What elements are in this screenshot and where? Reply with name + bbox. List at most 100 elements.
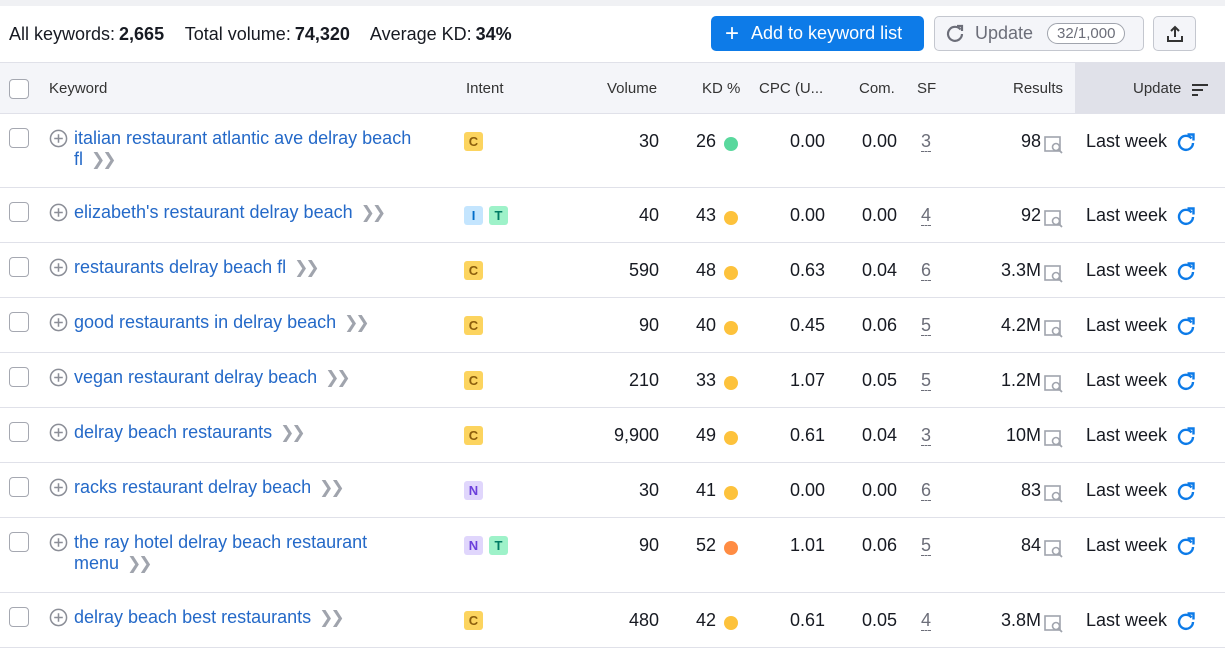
update-button[interactable]: Update 32/1,000 [934,16,1144,51]
add-keyword-icon[interactable] [49,423,68,442]
row-checkbox[interactable] [9,532,29,552]
add-keyword-icon[interactable] [49,203,68,222]
column-cpc[interactable]: CPC (U... [759,80,824,97]
updated-value: Last week [1086,205,1168,225]
competition-value: 0.04 [861,425,897,445]
view-serp-icon[interactable] [1044,320,1064,338]
serp-features-count[interactable]: 5 [921,535,932,556]
serp-features-count[interactable]: 3 [921,425,932,446]
serp-features-count[interactable]: 5 [921,315,932,336]
refresh-icon[interactable] [1176,262,1196,282]
keyword-text[interactable]: italian restaurant atlantic ave delray b… [74,128,412,169]
refresh-icon[interactable] [1176,372,1196,392]
keyword-link[interactable]: delray beach restaurants ❯❯ [74,422,444,443]
chevron-double-right-icon[interactable]: ❯❯ [127,554,152,573]
refresh-icon[interactable] [1176,133,1196,153]
add-to-keyword-list-button[interactable]: + Add to keyword list [711,16,924,51]
refresh-icon[interactable] [1176,317,1196,337]
row-checkbox[interactable] [9,257,29,277]
chevron-double-right-icon[interactable]: ❯❯ [319,608,344,627]
chevron-double-right-icon[interactable]: ❯❯ [294,258,319,277]
row-checkbox[interactable] [9,607,29,627]
refresh-icon[interactable] [1176,537,1196,557]
updated-value: Last week [1086,425,1168,445]
results-value: 98 [1020,131,1041,151]
keyword-text[interactable]: good restaurants in delray beach [74,312,337,332]
column-kd[interactable]: KD % [702,80,741,97]
row-checkbox[interactable] [9,477,29,497]
chevron-double-right-icon[interactable]: ❯❯ [91,150,116,169]
sort-icon[interactable] [1192,83,1208,97]
column-keyword[interactable]: Keyword [49,80,108,97]
chevron-double-right-icon[interactable]: ❯❯ [280,423,305,442]
keyword-text[interactable]: restaurants delray beach fl [74,257,287,277]
table-row: elizabeth's restaurant delray beach ❯❯ I T 4… [0,188,1225,243]
view-serp-icon[interactable] [1044,615,1064,633]
keyword-link[interactable]: the ray hotel delray beach restaurant me… [74,532,444,574]
row-checkbox[interactable] [9,312,29,332]
cpc-value: 0.63 [789,260,825,280]
refresh-icon[interactable] [1176,207,1196,227]
add-keyword-icon[interactable] [49,313,68,332]
view-serp-icon[interactable] [1044,430,1064,448]
column-intent[interactable]: Intent [466,80,504,97]
total-volume-value: 74,320 [294,24,350,44]
chevron-double-right-icon[interactable]: ❯❯ [319,478,344,497]
cpc-value: 0.45 [789,315,825,335]
keyword-link[interactable]: good restaurants in delray beach ❯❯ [74,312,444,333]
keyword-text[interactable]: vegan restaurant delray beach [74,367,318,387]
add-keyword-icon[interactable] [49,608,68,627]
add-keyword-icon[interactable] [49,533,68,552]
view-serp-icon[interactable] [1044,375,1064,393]
add-keyword-icon[interactable] [49,129,68,148]
serp-features-count[interactable]: 5 [921,370,932,391]
add-keyword-icon[interactable] [49,368,68,387]
keyword-link[interactable]: restaurants delray beach fl ❯❯ [74,257,444,278]
chevron-double-right-icon[interactable]: ❯❯ [360,203,386,222]
chevron-double-right-icon[interactable]: ❯❯ [344,313,369,332]
view-serp-icon[interactable] [1044,210,1064,228]
keyword-text[interactable]: delray beach best restaurants [74,607,312,627]
keyword-text[interactable]: delray beach restaurants [74,422,273,442]
add-keyword-icon[interactable] [49,478,68,497]
column-updated[interactable]: Update [1133,80,1182,97]
results-value: 84 [1020,535,1041,555]
keyword-text[interactable]: racks restaurant delray beach [74,477,312,497]
serp-features-count[interactable]: 4 [921,610,932,631]
refresh-icon[interactable] [1176,612,1196,632]
refresh-icon[interactable] [1176,482,1196,502]
add-keyword-icon[interactable] [49,258,68,277]
kd-value: 40 [695,315,716,335]
view-serp-icon[interactable] [1044,265,1064,283]
keyword-text[interactable]: the ray hotel delray beach restaurant me… [74,532,368,573]
serp-features-count[interactable]: 4 [921,205,932,226]
export-button[interactable] [1153,16,1196,51]
serp-features-count[interactable]: 6 [921,260,932,281]
intent-badge: N [464,481,483,500]
column-sf[interactable]: SF [917,80,937,97]
column-results[interactable]: Results [1013,80,1064,97]
row-checkbox[interactable] [9,422,29,442]
keyword-link[interactable]: elizabeth's restaurant delray beach ❯❯ [74,202,444,223]
intent-badge: T [489,536,508,555]
view-serp-icon[interactable] [1044,136,1064,154]
keyword-link[interactable]: vegan restaurant delray beach ❯❯ [74,367,444,388]
row-checkbox[interactable] [9,202,29,222]
cpc-value: 0.00 [789,205,825,225]
keyword-link[interactable]: delray beach best restaurants ❯❯ [74,607,444,628]
chevron-double-right-icon[interactable]: ❯❯ [325,368,350,387]
view-serp-icon[interactable] [1044,485,1064,503]
serp-features-count[interactable]: 3 [921,131,932,152]
row-checkbox[interactable] [9,128,29,148]
keyword-link[interactable]: racks restaurant delray beach ❯❯ [74,477,444,498]
volume-value: 30 [638,131,659,151]
view-serp-icon[interactable] [1044,540,1064,558]
serp-features-count[interactable]: 6 [921,480,932,501]
select-all-checkbox[interactable] [9,79,29,99]
column-com[interactable]: Com. [859,80,895,97]
keyword-text[interactable]: elizabeth's restaurant delray beach [74,202,353,222]
column-volume[interactable]: Volume [607,80,658,97]
keyword-link[interactable]: italian restaurant atlantic ave delray b… [74,128,444,170]
refresh-icon[interactable] [1176,427,1196,447]
row-checkbox[interactable] [9,367,29,387]
